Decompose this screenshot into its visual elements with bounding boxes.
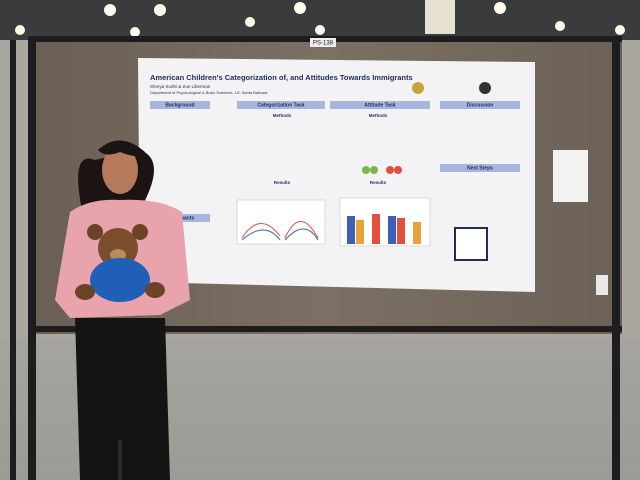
booth-number: PS-138 [313,41,334,47]
teddy-bear [75,224,165,302]
paper-sheet [553,150,588,202]
section-heading: Methods [369,113,388,118]
section-heading: Next Steps [467,165,493,171]
poster-title: American Children's Categorization of, a… [150,73,413,82]
qr-code [454,227,488,261]
section-heading: Discussion [467,102,494,108]
results-chart [236,166,488,261]
ceiling-lights [15,2,625,37]
cup [596,275,608,295]
booth-sign [310,38,336,47]
section-heading: Results [370,180,387,185]
logo [412,82,424,94]
pillar [425,0,455,34]
section-header-box [440,101,520,109]
logo [479,82,491,94]
poster-affiliation: Department of Psychological & Brain Scie… [150,90,268,95]
section-header-box [237,101,325,109]
section-header-box [440,164,520,172]
section-heading: Methods [273,113,292,118]
section-heading: Attitude Task [364,102,396,108]
section-header-box [330,101,430,109]
section-heading: Categorization Task [257,102,304,108]
section-heading: Background [165,102,194,108]
section-heading: Results [274,180,291,185]
section-header-box [150,101,210,109]
poster-authors: Shreya Sodhi & Zoe Liberman [150,84,211,89]
